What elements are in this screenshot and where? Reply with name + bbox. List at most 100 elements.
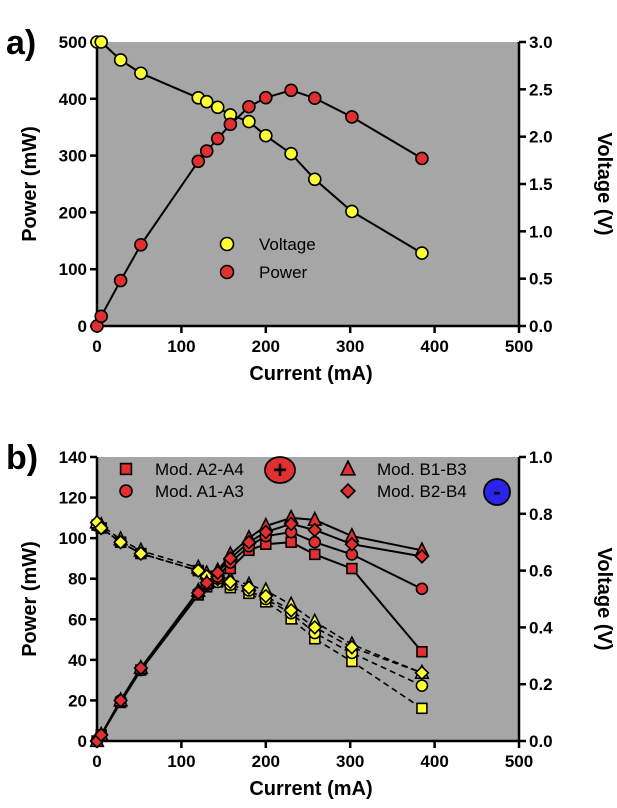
negative-terminal-badge: [483, 478, 511, 506]
panel-b-label: b): [6, 439, 38, 477]
panel-b-plot-area: [97, 457, 519, 741]
panel-b-voltage-point: [283, 602, 299, 618]
panel-b-legend-marker: [119, 484, 133, 498]
panel-b-x-tick-label: 300: [336, 752, 364, 771]
panel-b-power-point: [190, 585, 206, 601]
panel-a-legend-marker-power: [219, 264, 235, 280]
panel-b-y-tick-label: 140: [59, 448, 87, 467]
panel-b-voltage-point: [190, 563, 206, 579]
panel-a-y2-tick-label: 1.5: [529, 175, 553, 194]
panel-a-y-tick-label: 200: [59, 203, 87, 222]
panel-a-x-tick-label: 100: [167, 337, 195, 356]
panel-b-y-tick-label: 0: [78, 732, 87, 751]
panel-b-power-point: [210, 565, 226, 581]
panel-b-x-tick-label: 400: [420, 752, 448, 771]
panel-a-x-tick-label: 300: [336, 337, 364, 356]
panel-b-voltage-point: [258, 588, 274, 604]
panel-a-y2-tick-label: 0.5: [529, 270, 553, 289]
panel-a-x-axis-title: Current (mA): [249, 363, 372, 385]
panel-b-x-tick-label: 500: [505, 752, 533, 771]
panel-a-power-point: [415, 151, 429, 166]
panel-b-y-tick-label: 80: [68, 570, 87, 589]
panel-a-power-point: [258, 90, 273, 105]
panel-b-power-point: [308, 535, 322, 549]
negative-terminal-sign: -: [493, 479, 500, 504]
panel-a-y2-tick-label: 1.0: [529, 222, 553, 241]
panel-b-y-tick-label: 20: [68, 691, 87, 710]
panel-a-voltage-point: [307, 172, 322, 187]
positive-terminal-badge: [264, 456, 296, 484]
panel-b-power-point: [346, 562, 358, 575]
panel-b-power-point: [113, 692, 129, 708]
panel-a-y-tick-label: 400: [59, 90, 87, 109]
positive-terminal-sign: +: [273, 457, 287, 484]
panel-a-label: a): [6, 24, 36, 62]
panel-a-voltage-point: [242, 114, 256, 129]
panel-b-x-tick-label: 0: [92, 752, 101, 771]
panel-a-voltage-point: [210, 100, 225, 115]
panel-b-x-tick-label: 100: [167, 752, 195, 771]
panel-a-voltage-point: [113, 53, 128, 67]
panel-b-voltage-point: [93, 520, 109, 536]
panel-b-legend-label: Mod. A2-A4: [155, 460, 244, 479]
panel-b-y-axis-title: Power (mW): [19, 541, 41, 657]
panel-b-y2-tick-label: 0.0: [529, 732, 553, 751]
panel-b-y2-tick-label: 0.2: [529, 675, 553, 694]
panel-a-power-point: [113, 273, 128, 288]
panel-a-voltage-point: [134, 66, 148, 81]
panel-b-voltage-point: [416, 702, 428, 715]
panel-b-power-point: [93, 727, 109, 743]
panel-a-power-point: [94, 309, 109, 324]
panel-b-voltage-point: [307, 619, 323, 635]
panel-a-x-tick-label: 500: [505, 337, 533, 356]
panel-b-y2-tick-label: 1.0: [529, 448, 553, 467]
panel-b-voltage-point: [415, 679, 429, 692]
panel-a-y-tick-label: 0: [78, 317, 87, 336]
panel-a-voltage-point: [94, 35, 109, 49]
panel-b-legend-label: Mod. B2-B4: [377, 482, 467, 501]
panel-a-legend-label: Voltage: [259, 235, 316, 254]
panel-b-legend-label: Mod. A1-A3: [155, 482, 244, 501]
panel-b-x-tick-label: 200: [252, 752, 280, 771]
panel-b-y2-tick-label: 0.8: [529, 505, 553, 524]
panel-a-y2-tick-label: 0.0: [529, 317, 553, 336]
panel-b-voltage-point: [133, 546, 149, 562]
panel-b-y-tick-label: 40: [68, 651, 87, 670]
panel-b-voltage-point: [344, 639, 360, 655]
panel-b-power-point: [222, 550, 238, 566]
panel-b-power-point: [416, 645, 428, 658]
panel-a-y-axis-title: Power (mW): [19, 126, 41, 242]
panel-a-power-point: [284, 83, 298, 98]
panel-a-y-tick-label: 500: [59, 33, 87, 52]
panel-b-voltage-point: [113, 534, 129, 550]
panel-a-power-point: [345, 110, 359, 124]
panel-a-power-point: [223, 117, 238, 132]
panel-b-y2-axis-title: Voltage (V): [593, 548, 615, 651]
panel-b-power-point: [283, 516, 299, 532]
panel-b-legend-marker: [339, 482, 357, 500]
panel-b-y-tick-label: 60: [68, 610, 87, 629]
panel-a-power-point: [242, 99, 256, 114]
panel-b-power-point: [309, 548, 321, 561]
panel-b-voltage-point: [414, 665, 430, 681]
panel-b-power-point: [241, 534, 257, 550]
panel-b-voltage-point: [241, 580, 257, 596]
panel-a-y2-tick-label: 2.0: [529, 128, 553, 147]
panel-a-y-tick-label: 300: [59, 147, 87, 166]
panel-a-y-tick-label: 100: [59, 260, 87, 279]
panel-b-y-tick-label: 120: [59, 489, 87, 508]
panel-a-y2-tick-label: 2.5: [529, 80, 553, 99]
panel-a-y2-axis-title: Voltage (V): [593, 133, 615, 236]
panel-b-legend-marker: [339, 459, 357, 476]
panel-a-legend-label: Power: [259, 263, 308, 282]
panel-b-power-point: [285, 536, 297, 548]
panel-a-x-tick-label: 400: [420, 337, 448, 356]
panel-a-voltage-point: [345, 204, 359, 219]
panel-a-power-point: [191, 154, 206, 169]
panel-a-plot-area: [97, 42, 519, 326]
panel-b-voltage-point: [222, 574, 238, 590]
panel-a-legend-marker-voltage: [219, 236, 235, 252]
panel-a-power-point: [307, 91, 322, 106]
panel-b-y2-tick-label: 0.4: [529, 618, 553, 637]
